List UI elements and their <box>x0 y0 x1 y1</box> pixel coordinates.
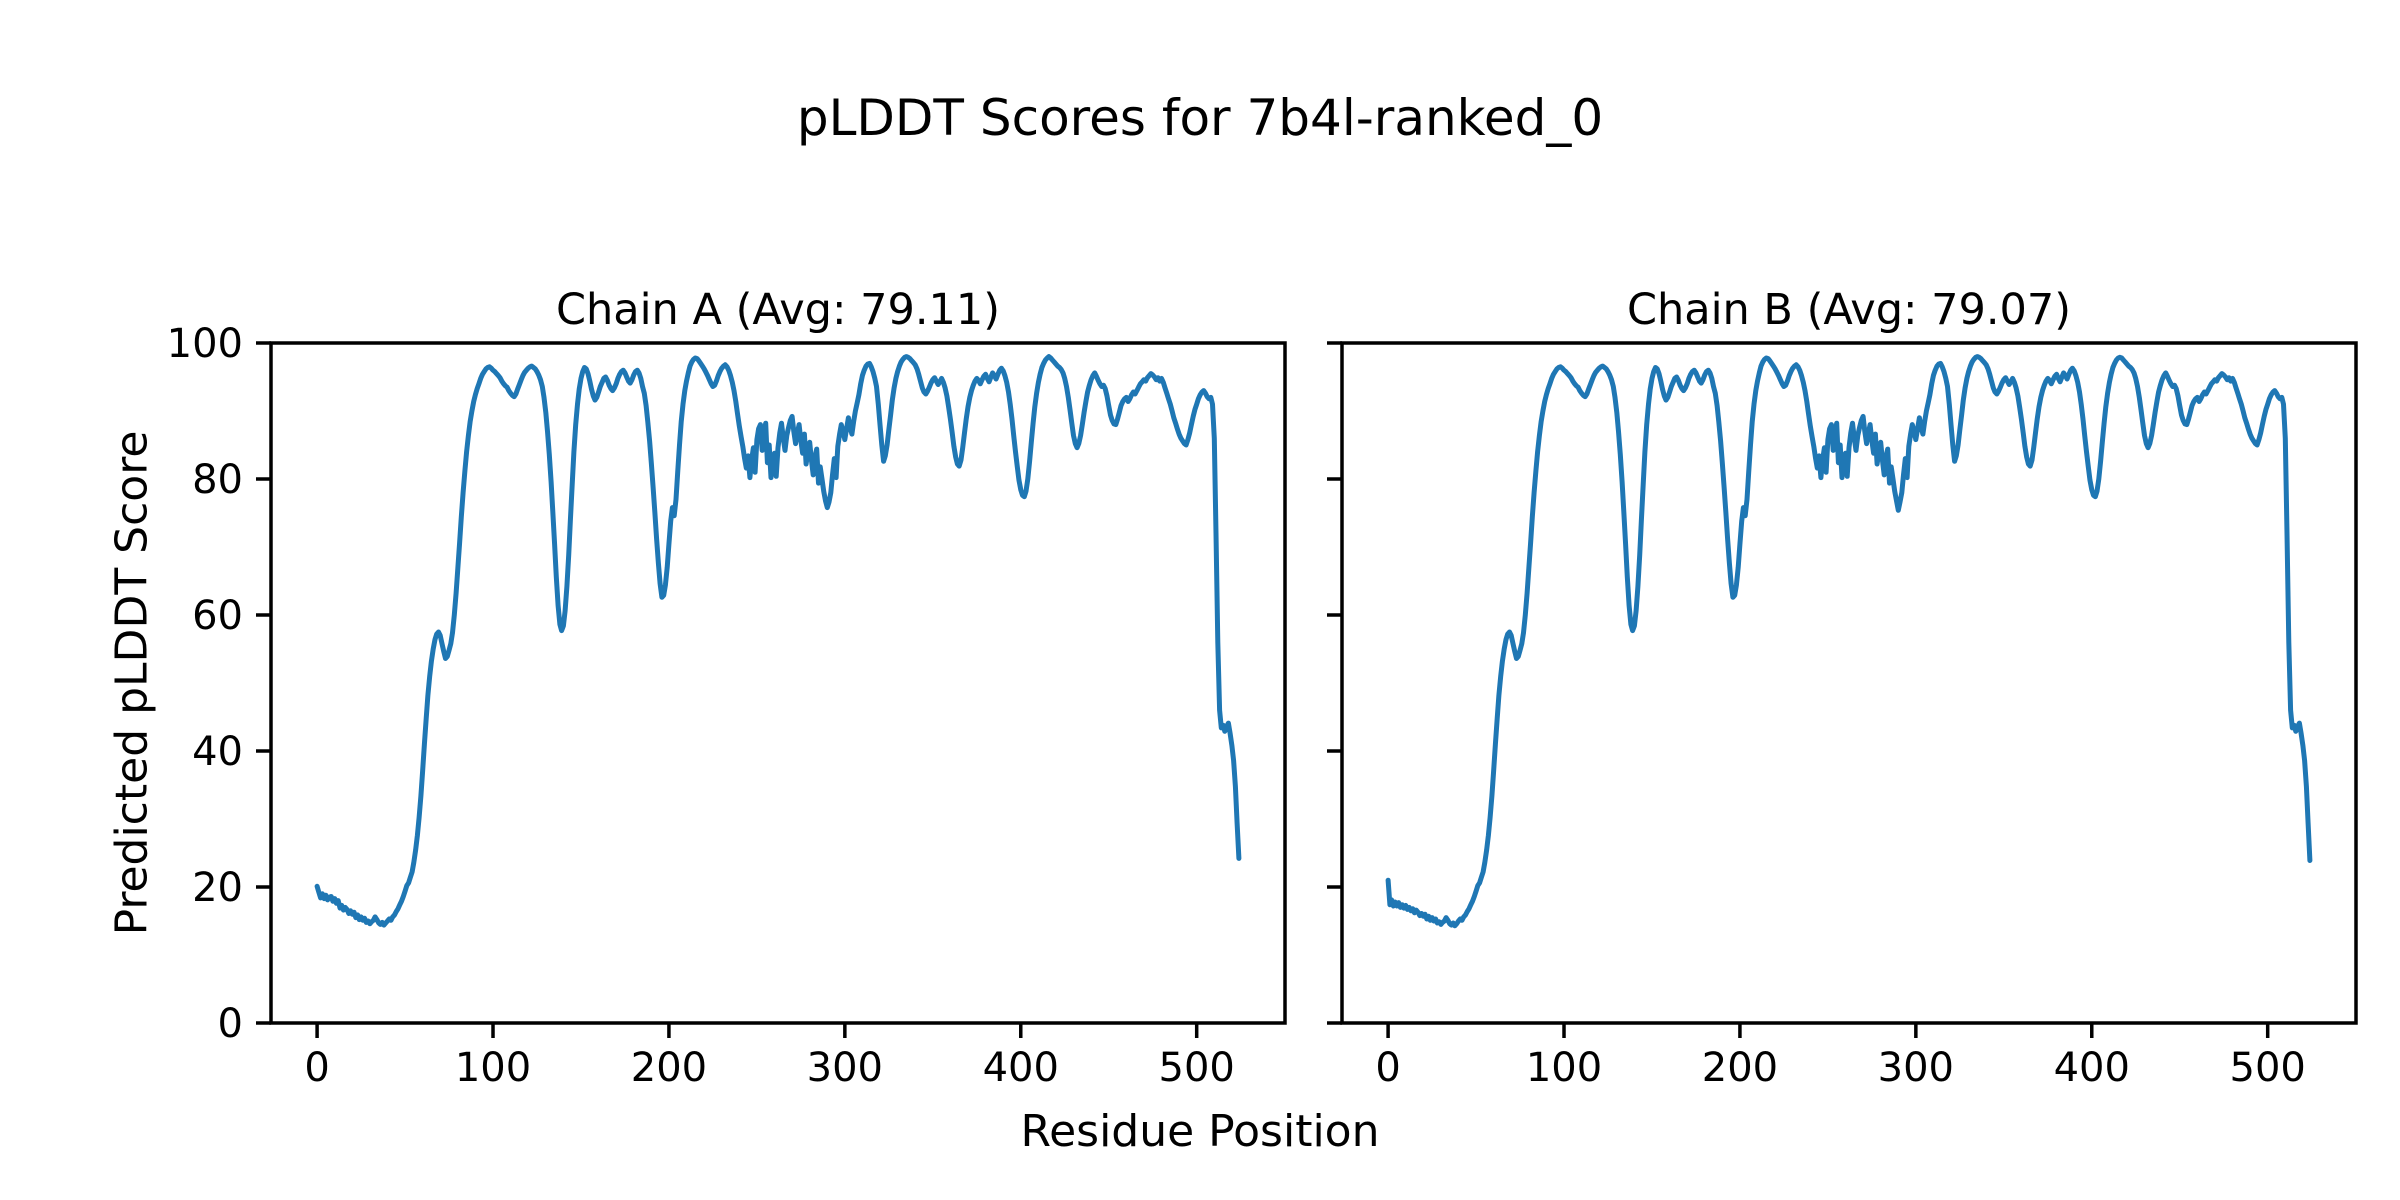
x-tick-label: 100 <box>455 1045 531 1091</box>
x-tick-label: 400 <box>983 1045 1059 1091</box>
x-tick-label: 300 <box>807 1045 883 1091</box>
axes-frame <box>269 341 1287 1025</box>
axes-frame <box>1340 341 2358 1025</box>
y-tick-label: 40 <box>192 729 243 775</box>
x-tick-label: 300 <box>1878 1045 1954 1091</box>
y-tick-label: 80 <box>192 457 243 503</box>
x-tick-label: 400 <box>2054 1045 2130 1091</box>
y-tick-label: 60 <box>192 593 243 639</box>
x-tick-label: 500 <box>1159 1045 1235 1091</box>
x-tick-label: 500 <box>2230 1045 2306 1091</box>
x-tick-label: 100 <box>1526 1045 1602 1091</box>
subplot-b: 0 100 200 300 400 500 <box>1327 341 2358 1091</box>
y-tick-label: 20 <box>192 865 243 911</box>
x-tick-label: 0 <box>1375 1045 1400 1091</box>
y-tick-label: 0 <box>218 1001 243 1047</box>
x-tick-label: 0 <box>304 1045 329 1091</box>
figure-suptitle: pLDDT Scores for 7b4l-ranked_0 <box>796 89 1604 147</box>
subplot-a: 0 100 200 300 400 500 0 20 40 60 80 100 <box>167 321 1287 1091</box>
x-axis-label: Residue Position <box>1020 1106 1380 1157</box>
subplot-a-title: Chain A (Avg: 79.11) <box>555 285 1001 335</box>
plddt-line-chain-a <box>314 354 1242 928</box>
y-tick-label: 100 <box>167 321 243 367</box>
x-tick-label: 200 <box>1702 1045 1778 1091</box>
subplot-b-title: Chain B (Avg: 79.07) <box>1626 285 2072 335</box>
plddt-line-chain-b <box>1385 354 2313 929</box>
y-axis-label: Predicted pLDDT Score <box>106 430 158 936</box>
x-tick-label: 200 <box>631 1045 707 1091</box>
